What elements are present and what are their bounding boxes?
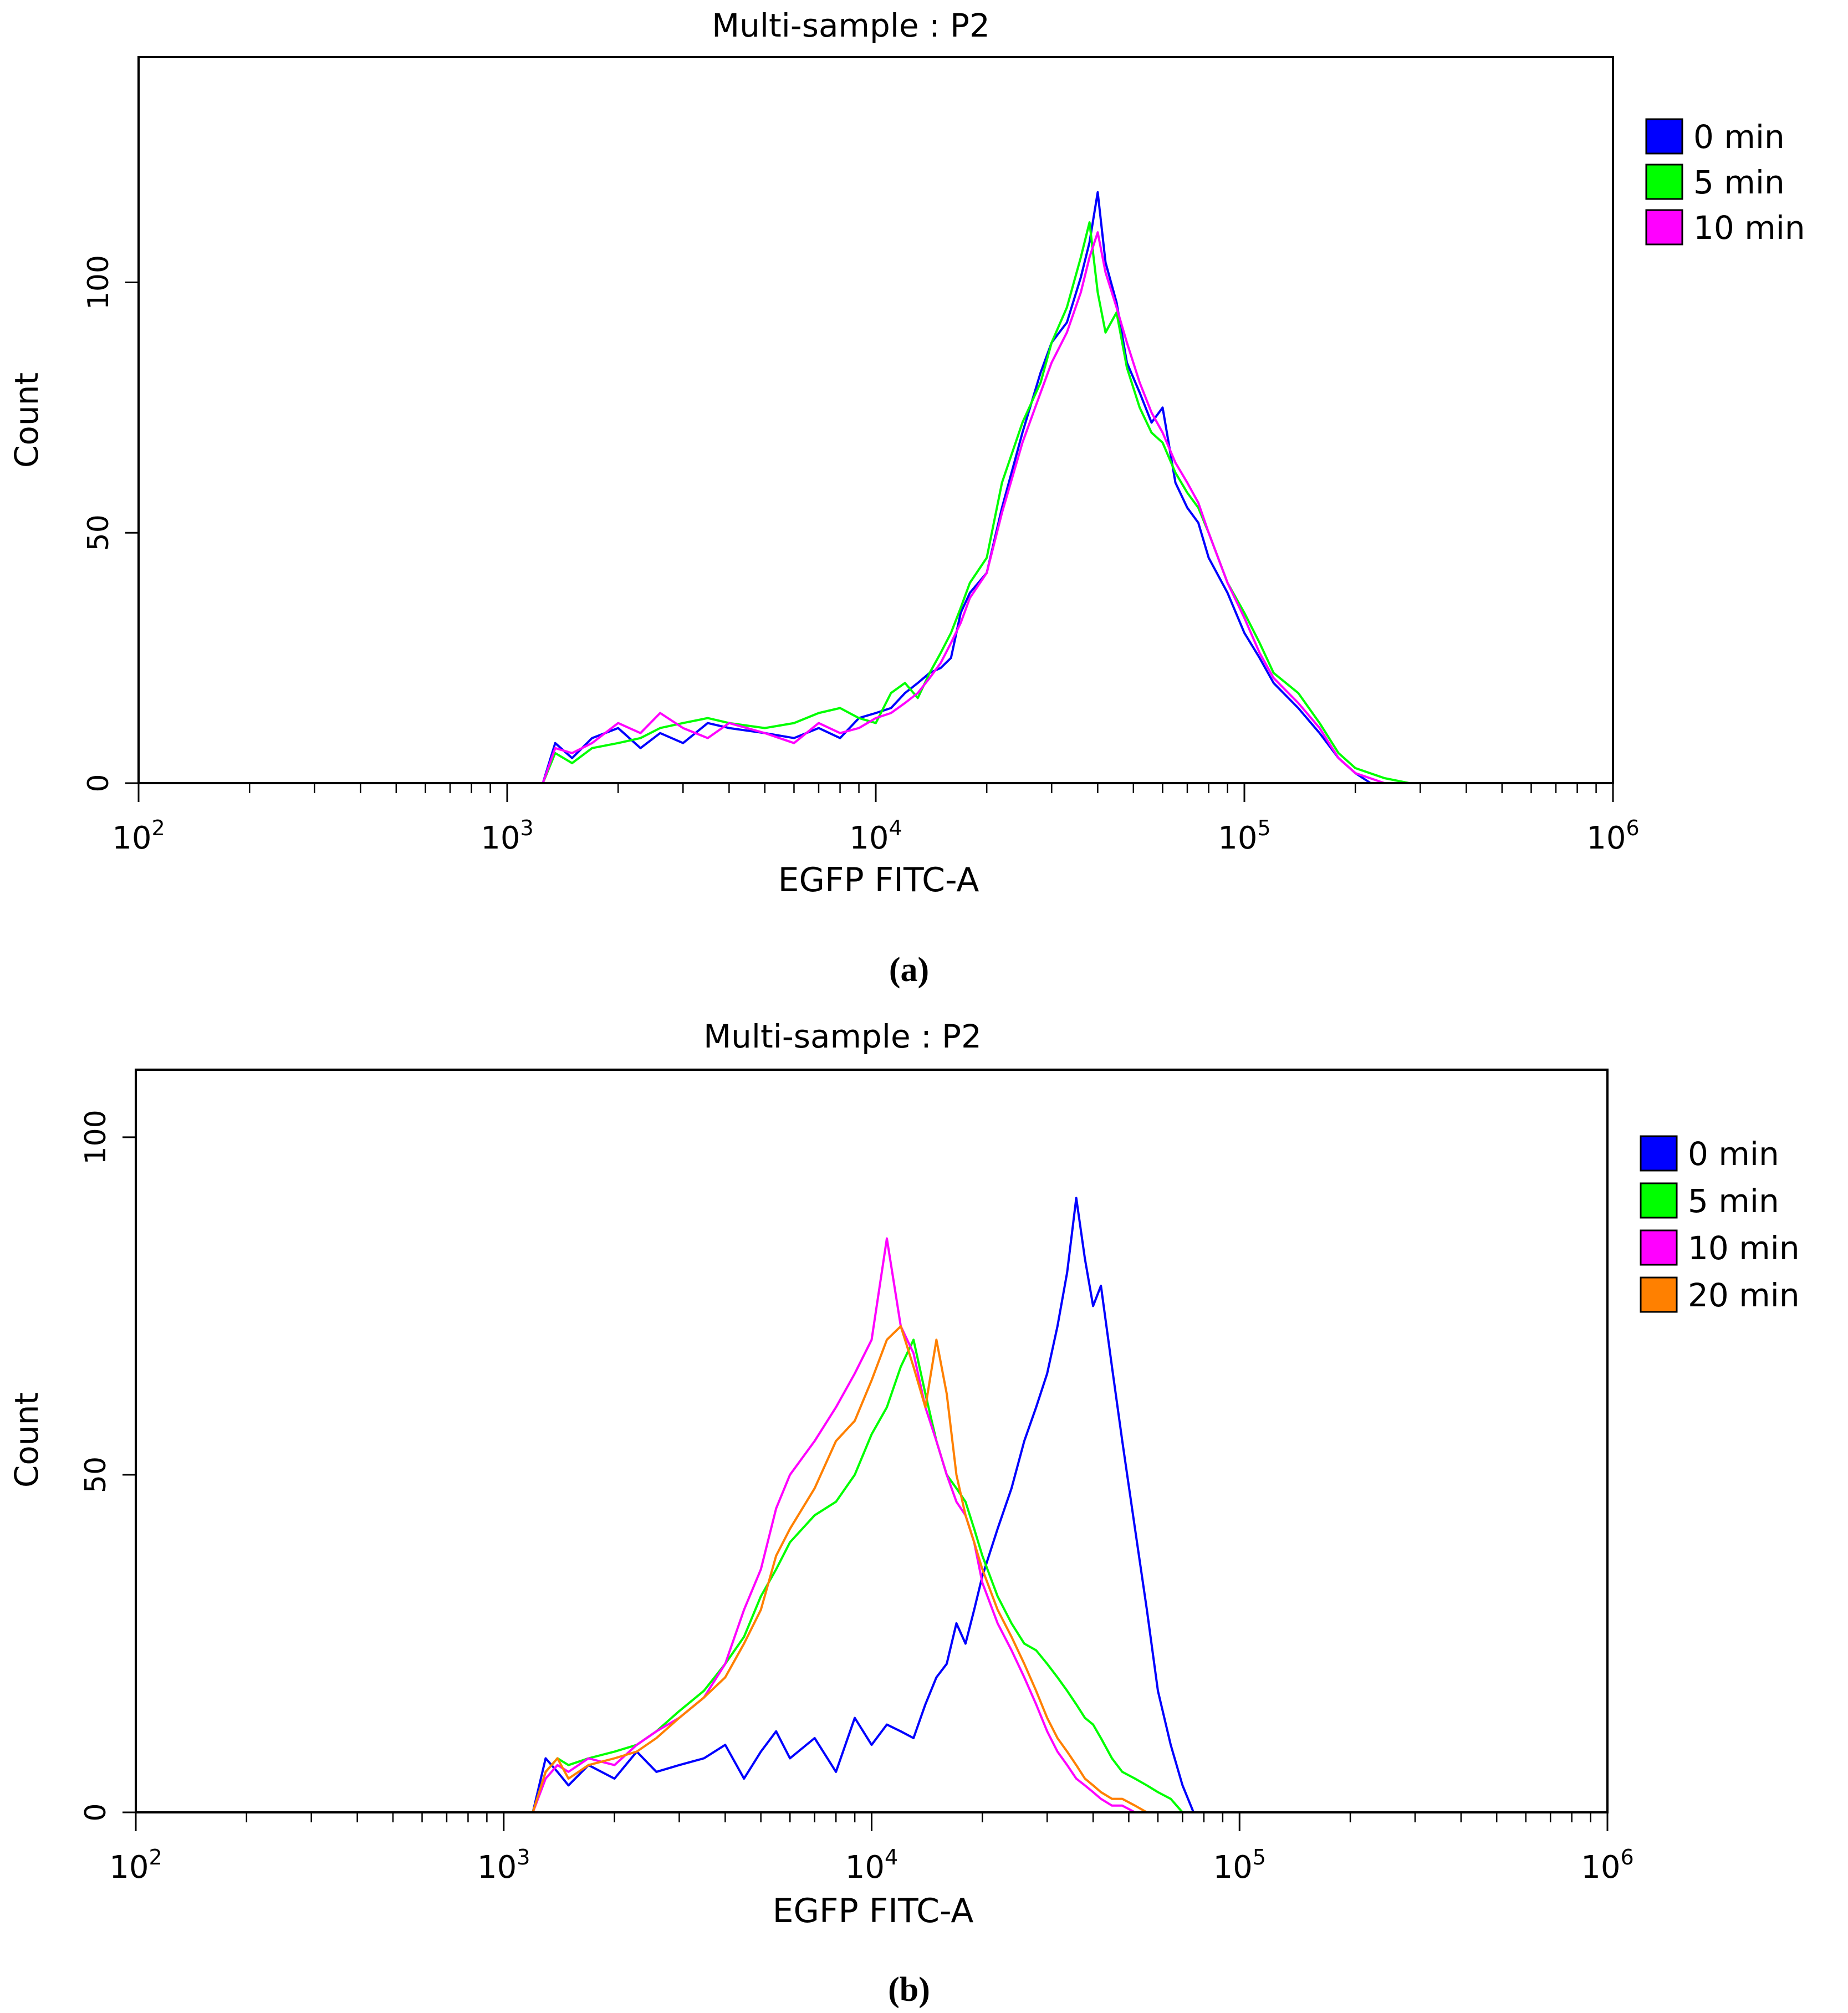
legend-swatch <box>1645 118 1683 155</box>
minor-tick-group <box>246 1812 1591 1822</box>
x-tick-label: 105 <box>1213 1845 1266 1886</box>
y-tick-label: 0 <box>82 774 115 792</box>
x-tick-exponent: 3 <box>517 1845 530 1869</box>
legend-swatch <box>1640 1229 1678 1266</box>
plot-frame <box>135 1069 1609 1813</box>
x-tick-base: 10 <box>1213 1849 1253 1886</box>
panel-label: (a) <box>889 951 929 989</box>
y-tick-group: 0 50 100 <box>82 255 139 793</box>
x-tick-exponent: 2 <box>152 816 165 840</box>
y-tick-label: 50 <box>79 1457 113 1493</box>
x-tick-exponent: 4 <box>889 816 902 840</box>
series-line-5-min <box>532 1338 1183 1813</box>
x-tick-base: 10 <box>477 1849 517 1886</box>
x-tick-exponent: 4 <box>885 1845 898 1869</box>
x-axis-label: EGFP FITC-A <box>773 1892 974 1930</box>
panel-label: (b) <box>888 1971 930 2009</box>
plot-frame <box>137 56 1614 784</box>
legend-swatch <box>1640 1182 1678 1219</box>
x-tick-base: 10 <box>109 1849 149 1886</box>
y-axis-label: Count <box>8 1392 45 1488</box>
x-tick-exponent: 6 <box>1621 1845 1634 1869</box>
x-tick-base: 10 <box>849 820 889 856</box>
x-tick-group: 102 103 104 105 106 <box>112 783 1640 856</box>
x-tick-label: 106 <box>1581 1845 1633 1886</box>
series-line-20-min <box>532 1325 1158 1813</box>
x-tick-exponent: 5 <box>1253 1845 1266 1869</box>
x-axis-label: EGFP FITC-A <box>778 861 979 900</box>
legend-label: 0 min <box>1693 118 1785 156</box>
legend-swatch <box>1645 209 1683 246</box>
x-tick-base: 10 <box>1581 1849 1620 1886</box>
x-tick-label: 103 <box>477 1845 530 1886</box>
y-tick-label: 100 <box>79 1110 113 1164</box>
x-tick-label: 104 <box>845 1845 898 1886</box>
x-tick-exponent: 2 <box>149 1845 162 1869</box>
x-tick-label: 102 <box>112 816 165 856</box>
legend: 0 min 5 min 10 min <box>1645 118 1805 247</box>
x-tick-label: 102 <box>109 1845 162 1886</box>
legend-label: 5 min <box>1693 164 1785 201</box>
legend-label: 10 min <box>1688 1229 1800 1267</box>
x-tick-label: 104 <box>849 816 902 856</box>
chart-title: Multi-sample : P2 <box>703 1018 982 1055</box>
legend-swatch <box>1645 164 1683 200</box>
x-tick-base: 10 <box>481 820 520 856</box>
series-line-10-min <box>532 1237 1136 1813</box>
y-axis-label: Count <box>8 372 45 468</box>
x-tick-exponent: 3 <box>520 816 534 840</box>
y-tick-label: 0 <box>79 1803 113 1821</box>
series-line-0-min <box>532 1197 1195 1813</box>
x-tick-label: 106 <box>1586 816 1639 856</box>
chart-title: Multi-sample : P2 <box>712 7 990 44</box>
x-tick-base: 10 <box>1586 820 1626 856</box>
legend-label: 0 min <box>1688 1135 1779 1173</box>
x-tick-exponent: 6 <box>1626 816 1640 840</box>
legend-label: 10 min <box>1693 209 1805 247</box>
x-tick-label: 105 <box>1218 816 1270 856</box>
minor-tick-group <box>248 783 1597 793</box>
x-tick-base: 10 <box>1218 820 1257 856</box>
x-tick-base: 10 <box>845 1849 885 1886</box>
x-tick-base: 10 <box>112 820 151 856</box>
series-group <box>542 191 1410 784</box>
series-group <box>532 1197 1195 1813</box>
legend-label: 5 min <box>1688 1182 1779 1220</box>
x-tick-group: 102 103 104 105 106 <box>109 1812 1634 1886</box>
x-tick-label: 103 <box>481 816 533 856</box>
x-tick-exponent: 5 <box>1258 816 1271 840</box>
legend-swatch <box>1640 1276 1678 1313</box>
legend-swatch <box>1640 1135 1678 1172</box>
series-line-0-min <box>542 191 1371 784</box>
y-tick-label: 50 <box>82 514 115 551</box>
series-line-10-min <box>542 231 1385 784</box>
y-tick-label: 100 <box>82 255 115 310</box>
legend-label: 20 min <box>1688 1276 1800 1314</box>
legend: 0 min 5 min 10 min 20 min <box>1640 1135 1800 1314</box>
series-line-5-min <box>542 221 1410 784</box>
y-tick-group: 0 50 100 <box>79 1110 136 1822</box>
